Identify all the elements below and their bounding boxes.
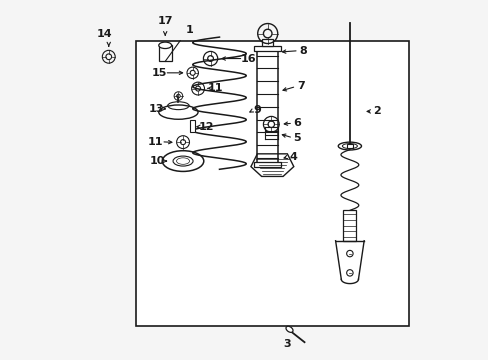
Text: 1: 1 xyxy=(185,25,193,35)
Text: 11: 11 xyxy=(148,137,163,147)
Text: 5: 5 xyxy=(293,133,301,143)
Text: 6: 6 xyxy=(293,118,301,128)
Text: 7: 7 xyxy=(296,81,304,91)
Ellipse shape xyxy=(159,42,171,49)
Text: 11: 11 xyxy=(207,83,223,93)
Bar xyxy=(159,45,171,62)
Text: 14: 14 xyxy=(97,28,112,39)
Text: 12: 12 xyxy=(198,122,214,132)
Text: 16: 16 xyxy=(241,54,256,64)
Text: 13: 13 xyxy=(148,104,163,113)
Text: 17: 17 xyxy=(157,16,173,26)
Ellipse shape xyxy=(285,326,292,332)
Bar xyxy=(262,39,273,46)
Text: 10: 10 xyxy=(149,156,164,166)
Bar xyxy=(346,144,352,148)
Bar xyxy=(190,120,195,132)
Text: 2: 2 xyxy=(372,107,380,116)
Text: 3: 3 xyxy=(282,339,290,349)
Bar xyxy=(254,46,281,51)
Bar xyxy=(343,210,356,241)
Text: 9: 9 xyxy=(253,105,261,115)
Text: 8: 8 xyxy=(299,46,306,56)
Text: 15: 15 xyxy=(151,68,167,78)
Text: 4: 4 xyxy=(288,152,296,162)
Bar xyxy=(135,41,408,327)
Bar xyxy=(254,162,281,167)
